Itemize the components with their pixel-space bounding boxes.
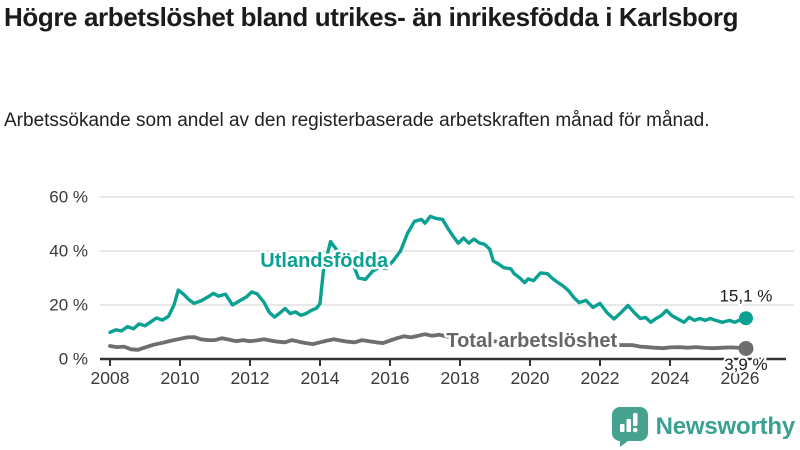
x-axis-tick-label: 2012 (231, 368, 270, 388)
chart-subtitle: Arbetssökande som andel av den registerb… (4, 110, 710, 131)
series-label: Total arbetslöshet (446, 330, 617, 352)
y-axis-tick-label: 60 % (49, 188, 88, 207)
x-axis-tick-label: 2010 (161, 368, 200, 388)
newsworthy-logo[interactable]: Newsworthy (611, 407, 796, 447)
series-end-dot (738, 311, 753, 326)
series-line-total-arbetsl-shet (108, 332, 748, 352)
x-axis-tick-label: 2018 (441, 368, 480, 388)
x-axis-tick-label: 2024 (651, 368, 690, 388)
x-axis-tick-label: 2022 (581, 368, 620, 388)
x-axis-tick-label: 2008 (91, 368, 130, 388)
series-line-utlandsf-dda (108, 214, 748, 334)
y-axis-tick-label: 0 % (59, 350, 88, 369)
y-axis-tick-label: 40 % (49, 242, 88, 261)
series-end-value-label: 15,1 % (719, 287, 772, 306)
x-axis-tick-label: 2020 (511, 368, 550, 388)
series-end-dot (738, 340, 754, 356)
newsworthy-brand-text: Newsworthy (655, 413, 796, 440)
series-end-value-label: 3,9 % (724, 355, 767, 374)
x-axis-tick-label: 2014 (301, 368, 340, 388)
x-axis-tick-label: 2026 (721, 368, 760, 388)
series-label: Utlandsfödda (260, 250, 389, 272)
page-title: Högre arbetslöshet bland utrikes- än inr… (4, 2, 739, 32)
x-axis-tick-label: 2016 (371, 368, 410, 388)
newsworthy-bubble-chart-icon (611, 407, 648, 447)
y-axis-tick-label: 20 % (49, 296, 88, 315)
